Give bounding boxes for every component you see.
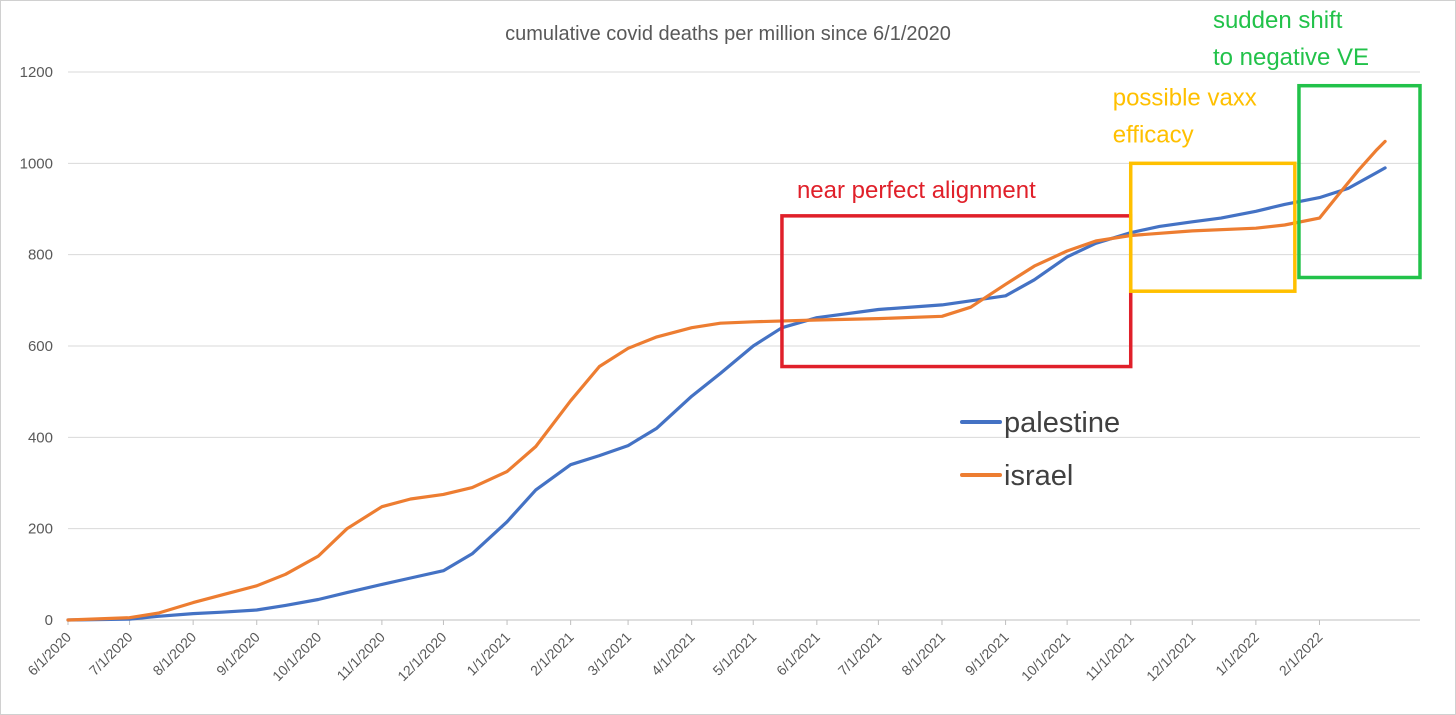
x-tick-label: 12/1/2020	[394, 629, 450, 685]
x-tick-label: 12/1/2021	[1143, 629, 1199, 685]
x-tick-label: 6/1/2021	[773, 629, 823, 679]
x-tick-label: 9/1/2021	[962, 629, 1012, 679]
y-tick-label: 600	[28, 338, 53, 355]
x-tick-label: 2/1/2021	[527, 629, 577, 679]
y-tick-label: 1200	[20, 64, 53, 81]
series-lines	[66, 139, 1387, 622]
x-tick-label: 7/1/2020	[86, 629, 136, 679]
x-tick-label: 1/1/2022	[1212, 629, 1262, 679]
legend: palestine israel	[960, 407, 1120, 492]
annotation-label: possible vaxx	[1113, 84, 1257, 111]
x-tick-label: 11/1/2021	[1082, 629, 1137, 684]
y-tick-label: 400	[28, 429, 53, 446]
annotations: near perfect alignment possible vaxx effic…	[780, 7, 1422, 369]
annotation-label: sudden shift	[1213, 7, 1343, 34]
x-tick-label: 10/1/2021	[1018, 629, 1074, 685]
y-tick-label: 0	[45, 612, 53, 629]
x-tick-label: 11/1/2020	[333, 629, 388, 684]
x-tick-label: 2/1/2022	[1276, 629, 1326, 679]
x-tick-label: 1/1/2021	[463, 629, 513, 679]
y-tick-label: 800	[28, 247, 53, 264]
annotation-label: efficacy	[1113, 121, 1194, 148]
x-tick-label: 10/1/2020	[269, 629, 325, 685]
annotation-box	[780, 214, 1133, 369]
x-tick-label: 4/1/2021	[648, 629, 698, 679]
y-tick-label: 200	[28, 521, 53, 538]
y-axis-ticks: 0 200 400 600 800 1000 1200	[20, 64, 53, 629]
chart-title: cumulative covid deaths per million sinc…	[505, 23, 951, 45]
y-tick-label: 1000	[20, 155, 53, 172]
gridlines	[68, 71, 1420, 621]
series-line-israel	[66, 139, 1387, 622]
x-tick-label: 7/1/2021	[835, 629, 885, 679]
annotation-box	[1128, 161, 1297, 293]
x-tick-label: 8/1/2021	[898, 629, 948, 679]
annotation-label: to negative VE	[1213, 44, 1369, 71]
series-line-palestine	[66, 166, 1387, 622]
x-tick-label: 8/1/2020	[149, 629, 199, 679]
annotation-box	[1297, 83, 1422, 280]
legend-label-palestine: palestine	[1004, 407, 1120, 439]
annotation-label: near perfect alignment	[797, 177, 1036, 204]
x-tick-label: 5/1/2021	[710, 629, 760, 679]
x-axis-ticks: 6/1/2020 7/1/2020 8/1/2020 9/1/2020 10/1/202…	[24, 620, 1326, 685]
x-tick-label: 6/1/2020	[24, 629, 74, 679]
x-tick-label: 9/1/2020	[213, 629, 263, 679]
legend-label-israel: israel	[1004, 460, 1073, 492]
x-tick-label: 3/1/2021	[584, 629, 634, 679]
